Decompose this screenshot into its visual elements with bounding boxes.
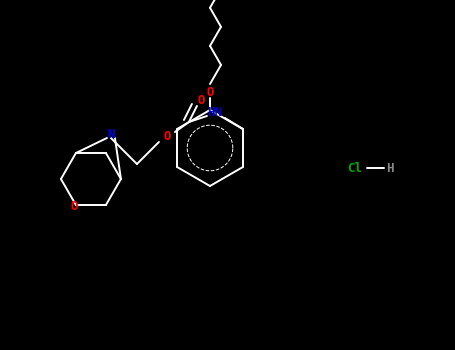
Text: Cl: Cl [348, 161, 363, 175]
Text: O: O [197, 93, 205, 106]
Text: O: O [206, 85, 214, 98]
Text: O: O [163, 130, 171, 142]
Text: HN: HN [207, 105, 222, 119]
Text: H: H [386, 161, 394, 175]
Text: N: N [107, 127, 115, 140]
Text: O: O [70, 201, 78, 214]
Text: N: N [107, 127, 115, 140]
